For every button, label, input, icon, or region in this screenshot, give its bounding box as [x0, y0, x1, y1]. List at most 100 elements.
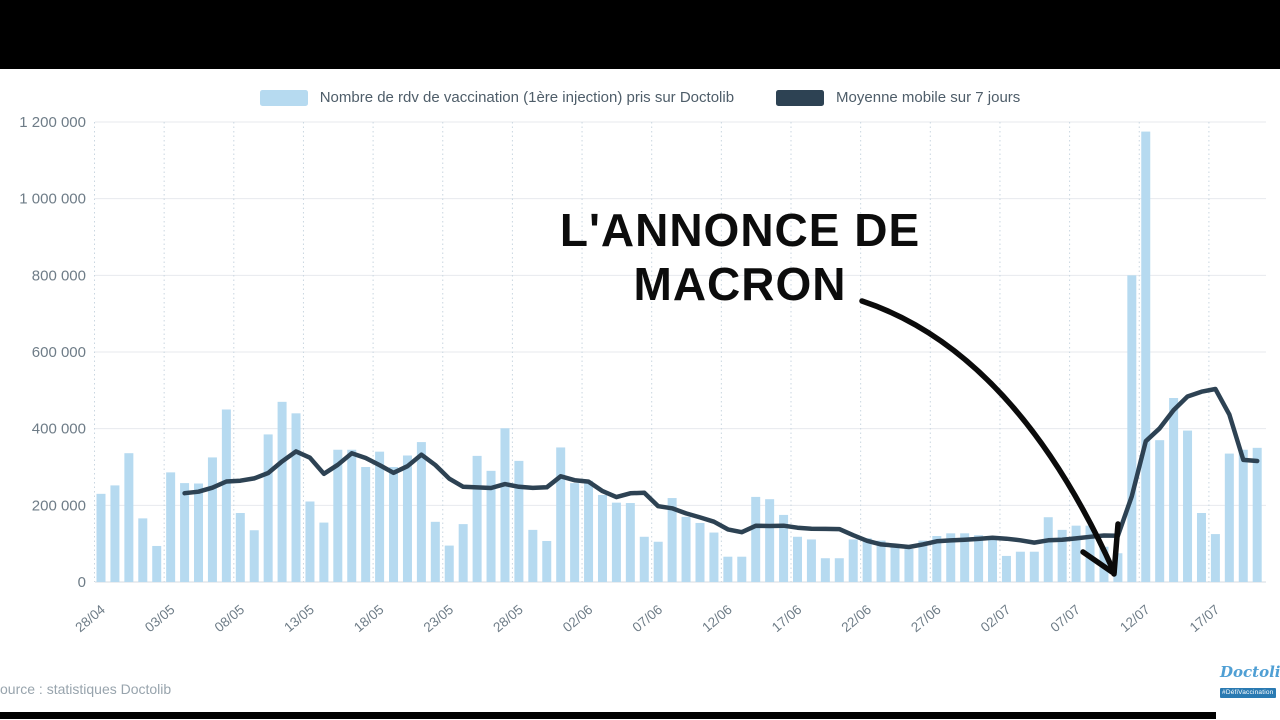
svg-text:07/07: 07/07	[1047, 602, 1083, 635]
macron-announcement-annotation: L'ANNONCE DE MACRON	[540, 204, 940, 312]
bar-20/07	[1252, 447, 1262, 582]
bar-11/05	[277, 401, 287, 582]
bar-07/05	[221, 409, 231, 582]
bar-30/04	[124, 453, 134, 582]
bar-17/07	[1210, 534, 1220, 582]
bar-19/07	[1238, 449, 1248, 582]
bar-12/07	[1141, 131, 1151, 583]
bar-13/07	[1155, 440, 1165, 582]
bar-02/07	[1001, 555, 1011, 582]
bar-29/06	[960, 533, 970, 582]
bar-10/07	[1113, 553, 1123, 582]
bar-14/06	[751, 496, 761, 582]
bar-27/05	[500, 428, 510, 582]
bar-02/06	[584, 480, 594, 582]
bar-21/05	[416, 442, 426, 582]
bar-07/07	[1071, 525, 1081, 582]
bar-13/05	[305, 501, 315, 582]
svg-text:12/07: 12/07	[1117, 602, 1153, 635]
bar-18/05	[375, 451, 385, 582]
bar-27/06	[932, 536, 942, 582]
horizontal-gridlines	[95, 121, 1266, 583]
bar-09/05	[249, 530, 259, 582]
bar-19/06	[820, 558, 830, 582]
bar-06/05	[207, 457, 217, 582]
bar-02/05	[152, 545, 162, 582]
bar-31/05	[556, 447, 566, 582]
bar-05/07	[1043, 517, 1053, 582]
bars	[96, 131, 1262, 583]
bar-11/06	[709, 532, 719, 582]
svg-text:08/05: 08/05	[212, 602, 248, 635]
bar-01/06	[570, 483, 580, 582]
bar-03/07	[1015, 551, 1025, 582]
bar-14/07	[1169, 398, 1179, 582]
svg-text:27/06: 27/06	[908, 602, 944, 635]
bar-25/05	[472, 455, 482, 582]
bar-08/06	[667, 498, 677, 582]
bar-05/05	[194, 483, 204, 582]
bar-12/05	[291, 413, 301, 582]
svg-text:1 000 000: 1 000 000	[19, 191, 86, 208]
svg-text:28/04: 28/04	[72, 602, 108, 636]
bar-15/05	[333, 449, 343, 582]
legend-label-moving-average: Moyenne mobile sur 7 jours	[836, 89, 1021, 106]
bar-23/06	[876, 540, 886, 582]
svg-text:02/07: 02/07	[978, 602, 1014, 635]
svg-text:07/06: 07/06	[630, 602, 666, 635]
bar-10/06	[695, 522, 705, 582]
bar-26/06	[918, 540, 928, 582]
bar-15/07	[1183, 430, 1193, 582]
bar-04/05	[180, 483, 190, 582]
bar-12/06	[723, 556, 733, 582]
bar-29/05	[528, 529, 538, 582]
svg-text:0: 0	[78, 574, 86, 591]
moving-average-line	[182, 386, 1260, 550]
bar-22/05	[430, 521, 440, 582]
svg-text:400 000: 400 000	[32, 421, 86, 438]
svg-text:02/06: 02/06	[560, 602, 596, 635]
svg-text:1 200 000: 1 200 000	[19, 114, 86, 131]
svg-text:22/06: 22/06	[839, 602, 875, 635]
bar-16/07	[1196, 513, 1206, 582]
bar-24/05	[458, 524, 468, 582]
bar-28/05	[514, 460, 524, 582]
bar-05/06	[625, 503, 635, 582]
svg-text:13/05: 13/05	[281, 602, 317, 635]
bar-06/07	[1057, 529, 1067, 582]
bar-10/05	[263, 434, 273, 582]
bar-15/06	[765, 499, 775, 582]
bar-03/06	[597, 494, 607, 582]
bar-17/05	[361, 467, 371, 582]
doctolib-banner: #DéfiVaccination	[1220, 688, 1276, 699]
svg-text:17/07: 17/07	[1187, 602, 1223, 635]
bar-18/07	[1224, 453, 1234, 582]
bar-13/06	[737, 556, 747, 582]
bar-20/06	[834, 558, 844, 582]
source-caption: ource : statistiques Doctolib	[0, 681, 172, 697]
svg-text:12/06: 12/06	[699, 602, 735, 635]
bar-16/05	[347, 449, 357, 582]
legend-item-bars: Nombre de rdv de vaccination (1ère injec…	[259, 89, 734, 106]
y-axis-labels: 0 200 000 400 000 600 000 800 000 1 000 000 1 …	[19, 114, 86, 591]
svg-text:600 000: 600 000	[32, 344, 86, 361]
bar-22/06	[862, 538, 872, 582]
doctolib-wordmark: Doctolib	[1220, 663, 1280, 681]
bar-14/05	[319, 522, 329, 582]
svg-text:17/06: 17/06	[769, 602, 805, 635]
bar-11/07	[1127, 275, 1137, 582]
bar-01/05	[138, 518, 148, 582]
svg-text:23/05: 23/05	[421, 602, 457, 635]
svg-text:03/05: 03/05	[142, 602, 178, 635]
legend-swatch-bars	[259, 89, 308, 106]
bar-09/06	[681, 516, 691, 582]
bar-06/06	[639, 536, 649, 582]
bar-04/07	[1029, 551, 1039, 582]
legend-swatch-moving-average	[776, 89, 825, 106]
bar-18/06	[806, 539, 816, 582]
x-axis-labels: 28/04 03/05 08/05 13/05 18/05 23/05 28/05 02/06…	[72, 602, 1222, 636]
doctolib-logo: Doctolib #DéfiVaccination	[1220, 663, 1280, 699]
annotation-line-1: L'ANNONCE DE	[559, 204, 921, 256]
